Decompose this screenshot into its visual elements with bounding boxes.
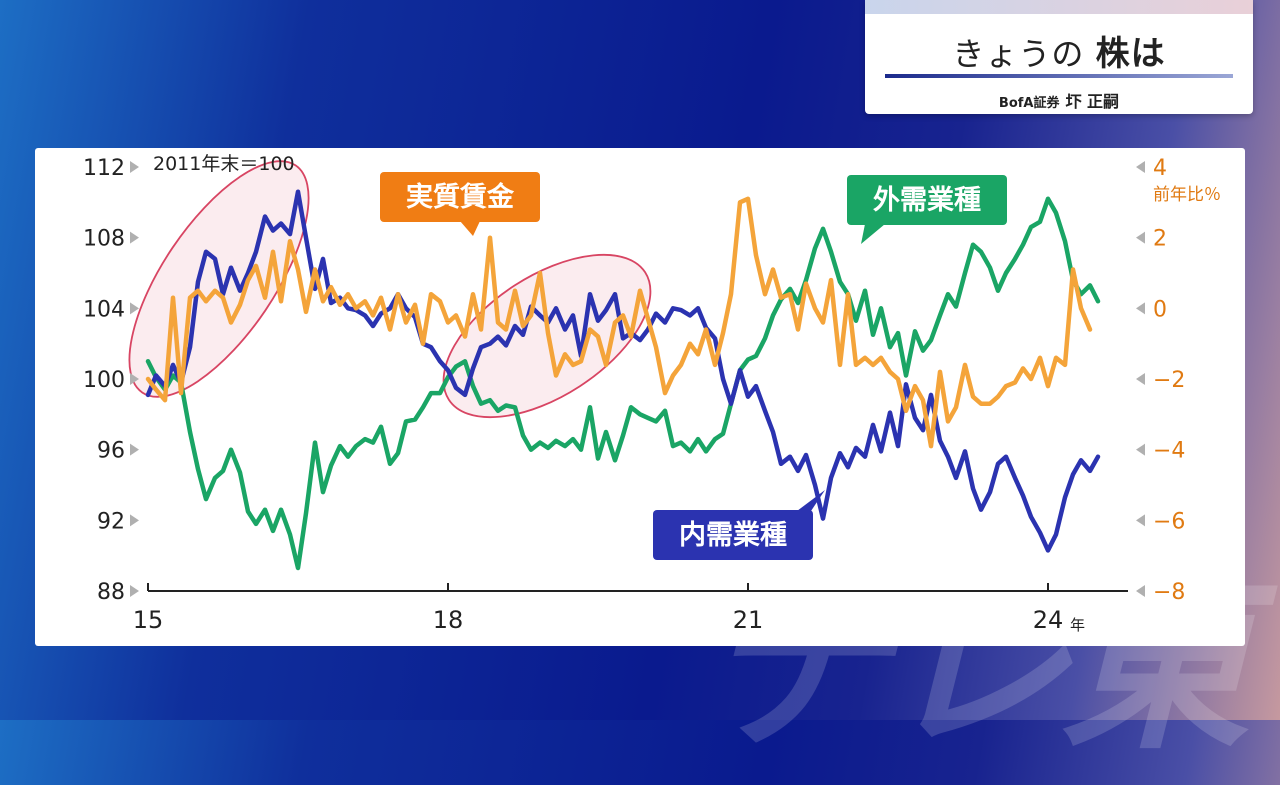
callout-wages: 実質賃金 (380, 172, 540, 236)
right-tick-marker (1136, 161, 1145, 173)
callout-wages-label: 実質賃金 (406, 181, 515, 213)
program-title-box: きょうの 株は BofA証券圷 正嗣 (865, 0, 1253, 114)
domestic-demand-line (145, 189, 1101, 553)
right-axis-unit: 前年比％ (1153, 185, 1221, 205)
left-tick-marker (130, 231, 139, 244)
right-tick-marker (1136, 443, 1145, 456)
right-tick-marker (1136, 302, 1145, 315)
callout-domestic-label: 内需業種 (679, 520, 787, 551)
right-tick-marker (1136, 231, 1145, 244)
guest-line: BofA証券圷 正嗣 (865, 88, 1253, 112)
x-tick-label: 21 (733, 606, 764, 634)
foreign-demand-line (145, 196, 1101, 571)
right-tick-label: −2 (1153, 368, 1185, 393)
title-part2: 株は (1095, 34, 1166, 74)
guest-name: 圷 正嗣 (1065, 92, 1120, 111)
program-title: きょうの 株は (865, 26, 1253, 75)
right-tick-label: −6 (1153, 509, 1185, 534)
left-tick-marker (130, 302, 139, 315)
right-tick-label: −4 (1153, 439, 1185, 464)
callout-domestic-pointer (797, 490, 825, 511)
right-tick-label: −8 (1153, 580, 1185, 605)
x-tick-label: 18 (433, 606, 464, 634)
line-chart: 15 18 21 24 年 112 108 104 100 96 92 88 4 2 0 −2 −4 −6 −8… (83, 153, 1221, 634)
chart-panel: 15 18 21 24 年 112 108 104 100 96 92 88 4 2 0 −2 −4 −6 −8… (35, 148, 1245, 646)
callout-foreign-label: 外需業種 (873, 185, 981, 216)
right-tick-marker (1136, 373, 1145, 385)
left-tick-marker (130, 443, 139, 456)
right-tick-label: 4 (1153, 156, 1167, 181)
x-tick-label: 15 (133, 606, 164, 634)
right-tick-label: 2 (1153, 227, 1167, 252)
left-tick-marker (130, 585, 139, 597)
callout-foreign: 外需業種 (847, 175, 1007, 244)
title-rule (885, 74, 1233, 78)
index-note: 2011年末＝100 (153, 153, 295, 175)
left-tick-label: 88 (97, 580, 125, 605)
callout-wages-box (380, 172, 540, 222)
x-tick-label: 24 (1033, 606, 1064, 634)
left-tick-label: 104 (83, 297, 125, 322)
callout-foreign-box (847, 175, 1007, 225)
left-tick-marker (130, 373, 139, 385)
left-tick-label: 108 (83, 227, 125, 252)
title-top-strip (865, 0, 1253, 14)
right-tick-marker (1136, 585, 1145, 597)
guest-firm: BofA証券 (998, 96, 1060, 111)
left-tick-label: 112 (83, 156, 125, 181)
callout-domestic-box (653, 510, 813, 560)
callout-wages-pointer (460, 221, 480, 236)
left-tick-label: 92 (97, 509, 125, 534)
left-tick-marker (130, 514, 139, 527)
x-axis-suffix: 年 (1070, 616, 1085, 634)
left-tick-label: 100 (83, 368, 125, 393)
right-tick-label: 0 (1153, 297, 1167, 322)
callout-domestic: 内需業種 (653, 490, 825, 560)
right-tick-marker (1136, 514, 1145, 527)
callout-foreign-pointer (861, 224, 885, 244)
real-wages-line (145, 196, 1093, 449)
title-part1: きょうの (952, 35, 1085, 73)
left-tick-label: 96 (97, 439, 125, 464)
left-tick-marker (130, 161, 139, 173)
